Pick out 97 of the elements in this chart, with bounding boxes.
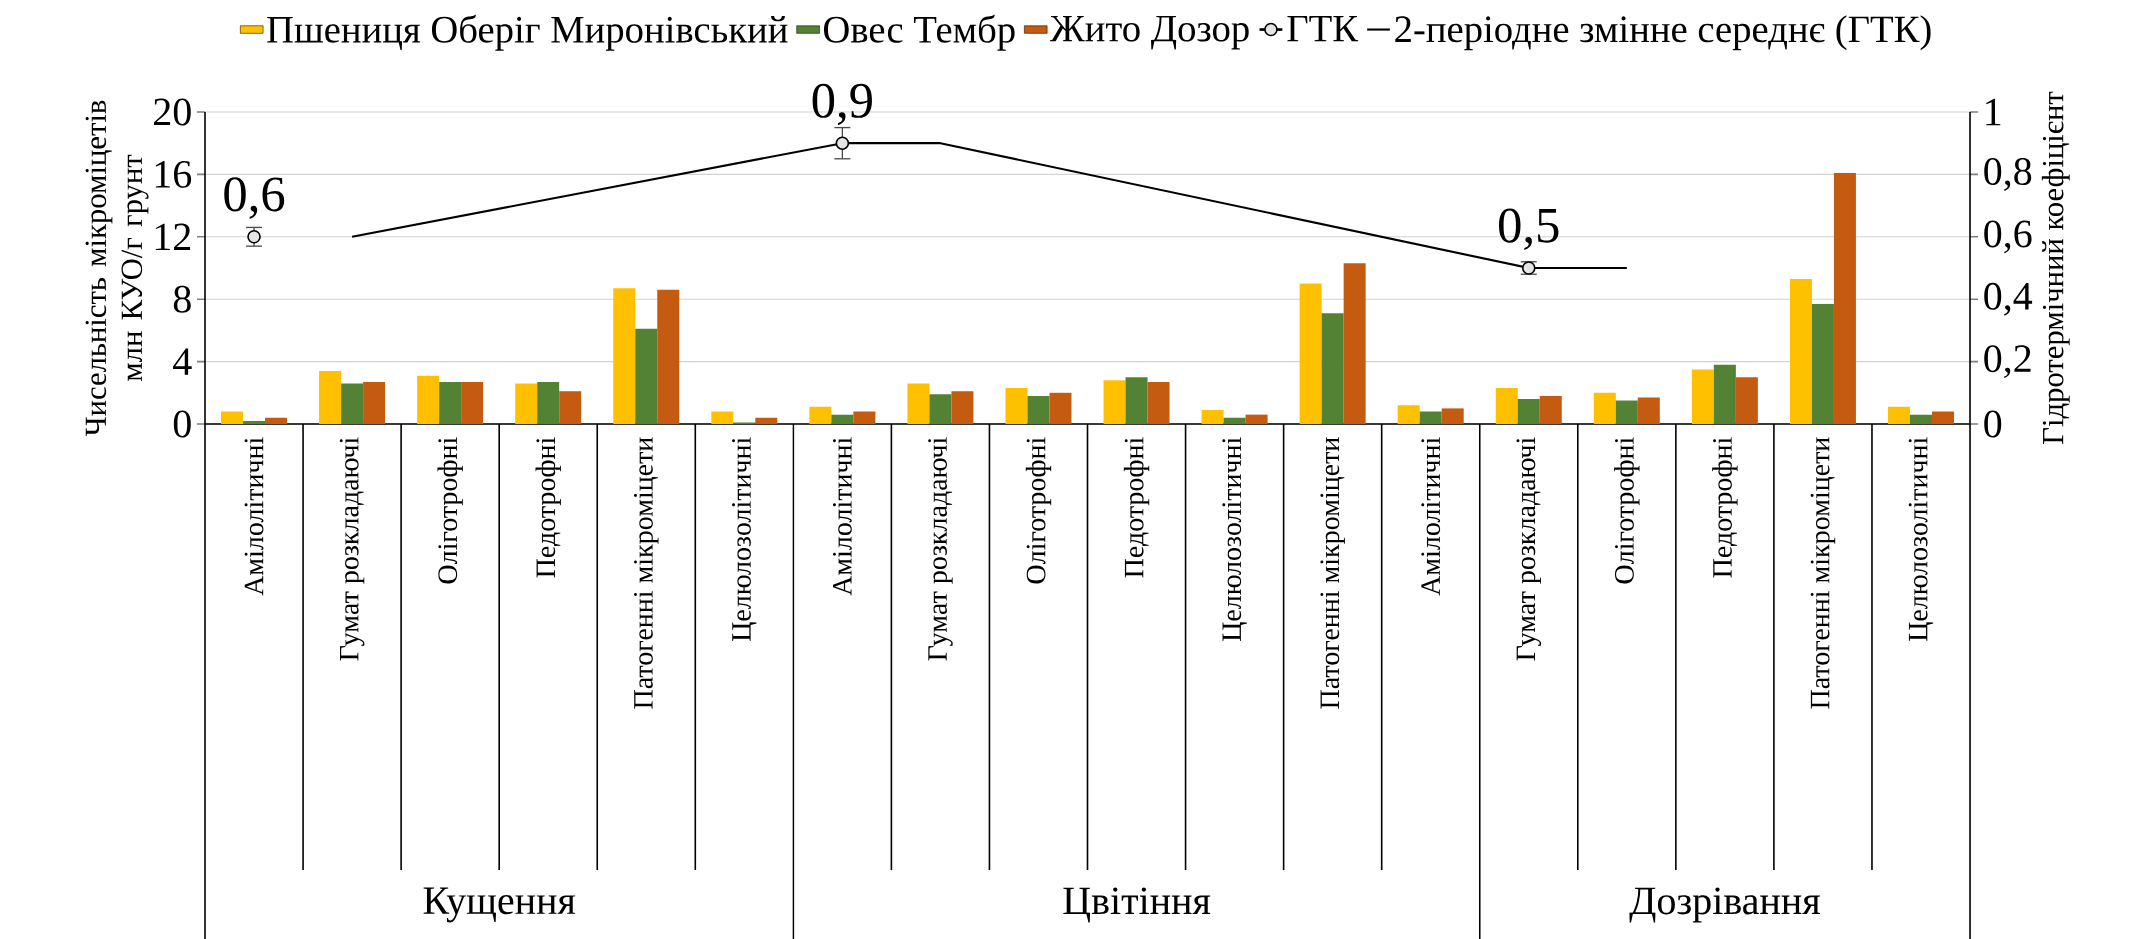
bar — [1539, 395, 1562, 424]
bar — [243, 420, 266, 424]
x-tick-label: Оліготрофні — [437, 437, 463, 584]
bar — [1343, 263, 1366, 424]
y2-tick-label: 0,6 — [1984, 220, 2032, 254]
bar — [1027, 395, 1050, 424]
bar — [635, 328, 658, 424]
bar — [417, 375, 440, 424]
legend-label: ГТК — [1287, 15, 1359, 42]
bar — [1005, 388, 1028, 424]
y2-tick-label: 0,4 — [1984, 282, 2033, 316]
x-tick-label: Амілолітичні — [244, 437, 264, 596]
x-tick-label: Гумат розкладаючі — [928, 437, 953, 661]
bar — [1321, 313, 1344, 424]
legend-label: Пшениця Оберіг Миронівський — [267, 14, 788, 51]
bar — [1909, 414, 1932, 424]
bar — [1615, 400, 1638, 424]
bar — [1713, 364, 1736, 424]
y-tick-label: 0 — [173, 410, 191, 438]
legend-label: Жито Дозор — [1050, 15, 1249, 50]
bar — [929, 394, 952, 424]
y2-axis-title: Гідротермічний коефіцієнт — [2041, 91, 2070, 444]
bar — [809, 406, 832, 424]
x-tick-label: Целюлозолітичні — [1222, 437, 1247, 642]
y-tick-label: 8 — [173, 285, 191, 313]
y2-tick-label: 1 — [1986, 98, 2001, 126]
bar — [1397, 405, 1420, 424]
bar — [755, 417, 778, 424]
y2-tick-label: 0 — [1984, 410, 2002, 438]
x-tick-label: Педотрофні — [535, 437, 561, 578]
x-tick-label: Гумат розкладаючі — [339, 437, 365, 661]
bar — [1245, 414, 1268, 424]
x-tick-label: Педотрофні — [1123, 437, 1150, 578]
bar — [537, 381, 560, 424]
bar — [461, 381, 484, 424]
bar — [1049, 392, 1072, 424]
y-axis-title: Чисельність мікроміцетів млн КУО/г грунт — [85, 100, 149, 436]
bar — [559, 391, 582, 424]
y2-tick-label: 0,2 — [1984, 345, 2031, 378]
bar — [439, 381, 462, 424]
bar — [341, 383, 364, 424]
bar — [1419, 411, 1442, 424]
legend-label: 2-періодне змінне середнє (ГТК) — [1395, 15, 1931, 51]
legend-label: Овес Тембр — [824, 14, 1015, 51]
x-tick-label: Целюлозолітичні — [1908, 437, 1934, 642]
bar — [1691, 369, 1714, 424]
text: Дозрівання — [1629, 887, 1820, 923]
x-tick-label: Целюлозолітичні — [732, 437, 757, 642]
bar — [1735, 377, 1758, 424]
y-tick-label: 12 — [155, 223, 191, 251]
x-tick-label: Оліготрофні — [1025, 437, 1052, 584]
bar — [1637, 397, 1660, 424]
bar — [853, 411, 876, 424]
bar — [1201, 409, 1224, 424]
bar — [1789, 278, 1812, 424]
bar — [515, 383, 538, 424]
bar — [1103, 380, 1126, 424]
bar — [951, 391, 974, 424]
bar — [1223, 417, 1246, 424]
text: Кущення — [423, 887, 576, 923]
text: Цвітіння — [1063, 887, 1211, 923]
bar — [711, 411, 734, 424]
x-tick-label: Патогенні мікроміцети — [1320, 437, 1345, 709]
bar — [1147, 381, 1170, 424]
y-tick-label: 20 — [154, 98, 191, 126]
bar — [363, 381, 386, 424]
data-label: 0,6 — [224, 177, 285, 219]
bar — [907, 383, 930, 424]
point — [835, 136, 850, 150]
bar — [1811, 303, 1834, 424]
x-tick-label: Оліготрофні — [1614, 437, 1640, 584]
bar — [265, 417, 288, 424]
bar — [221, 411, 244, 424]
data-label: 0,5 — [1499, 208, 1559, 250]
bar — [657, 289, 680, 424]
bar — [1887, 406, 1910, 424]
bar — [1833, 172, 1856, 424]
bar — [1495, 388, 1518, 424]
x-tick-label: Патогенні мікроміцети — [1810, 437, 1836, 709]
bar — [319, 370, 342, 424]
y2-tick-label: 0,8 — [1984, 158, 2032, 191]
bar — [613, 288, 636, 424]
bar — [1299, 283, 1322, 424]
data-label: 0,9 — [812, 83, 872, 126]
bar — [1931, 411, 1954, 424]
x-tick-label: Амілолітичні — [1421, 437, 1441, 596]
x-tick-label: Педотрофні — [1712, 437, 1738, 578]
bar — [1125, 377, 1148, 424]
y-tick-label: 4 — [173, 348, 192, 375]
y-tick-label: 16 — [155, 160, 192, 188]
x-tick-label: Амілолітичні — [832, 437, 852, 596]
x-tick-label: Патогенні мікроміцети — [634, 437, 659, 709]
bar — [831, 414, 854, 424]
bar — [1517, 399, 1540, 424]
bar — [1441, 408, 1464, 424]
x-tick-label: Гумат розкладаючі — [1516, 437, 1542, 661]
bar — [1593, 392, 1616, 424]
